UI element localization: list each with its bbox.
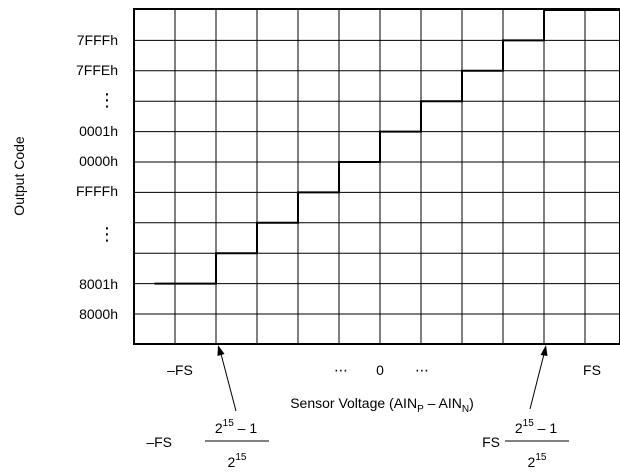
annotation-right-num-rest: – 1 [534,420,558,436]
x-axis-label: Sensor Voltage (AINP – AINN) [290,395,474,415]
x-axis-label-sub-p: P [417,404,424,415]
annotation-left-denominator: 215 [228,452,247,470]
x-tick-labels: –FS ⋯ 0 ⋯ FS [167,362,601,378]
x-axis-label-main: Sensor Voltage (AIN [290,395,417,411]
annotation-left-num-base: 2 [215,420,223,436]
x-axis-label-sub-n: N [462,404,469,415]
annotation-left-prefix: –FS [146,434,172,450]
y-tick-label-ellipsis-lower: ⋮ [98,224,116,244]
annotation-right-den-exp: 15 [535,452,547,463]
x-tick-label-zero: 0 [376,362,384,378]
annotation-right-num-exp: 15 [523,418,535,429]
annotation-left-numerator: 215 – 1 [215,418,257,436]
y-tick-label-ffffh: FFFFh [76,183,118,199]
y-tick-label-8000h: 8000h [79,306,118,322]
x-tick-label-dots-right: ⋯ [415,362,429,378]
x-tick-label-neg-fs: –FS [167,362,193,378]
annotation-left: –FS 215 – 1 215 [146,418,269,470]
y-tick-label-7ffeh: 7FFEh [76,62,118,78]
annotation-arrow-right [529,345,548,410]
transfer-step-line [154,9,620,285]
annotation-right: FS 215 – 1 215 [482,418,569,470]
grid-lines [134,9,620,344]
annotation-left-den-exp: 15 [235,452,247,463]
annotation-left-num-rest: – 1 [234,420,258,436]
annotation-left-num-exp: 15 [223,418,235,429]
x-axis-label-close: ) [469,395,474,411]
annotation-right-prefix: FS [482,434,500,450]
y-tick-label-7fffh: 7FFFh [77,32,118,48]
y-tick-labels: 7FFFh 7FFEh ⋮ 0001h 0000h FFFFh ⋮ 8001h … [76,32,118,322]
y-tick-label-ellipsis-upper: ⋮ [98,90,116,110]
annotation-right-num-base: 2 [515,420,523,436]
x-tick-label-dots-left: ⋯ [334,362,348,378]
annotation-right-den-base: 2 [528,454,536,470]
y-tick-label-0000h: 0000h [79,153,118,169]
annotation-right-denominator: 215 [528,452,547,470]
x-tick-label-fs: FS [583,362,601,378]
y-tick-label-8001h: 8001h [79,276,118,292]
y-axis-label: Output Code [11,136,27,216]
plot-frame [133,8,620,345]
annotation-arrow-left [217,345,237,412]
annotation-right-numerator: 215 – 1 [515,418,557,436]
y-tick-label-0001h: 0001h [79,123,118,139]
annotation-left-den-base: 2 [228,454,236,470]
x-axis-label-minus: – AIN [424,395,462,411]
